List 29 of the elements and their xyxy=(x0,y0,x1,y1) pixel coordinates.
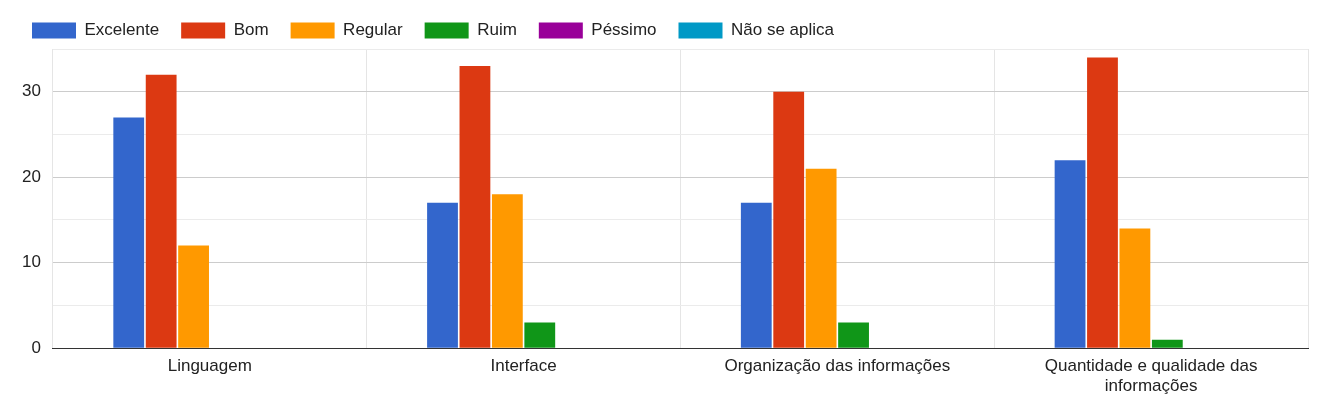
bar xyxy=(805,168,837,348)
legend-label: Não se aplica xyxy=(731,20,835,40)
bar xyxy=(427,202,458,348)
bar xyxy=(145,74,177,348)
bar xyxy=(113,117,145,348)
x-tick-label: Quantidade e qualidade das informações xyxy=(1044,356,1258,396)
y-tick-label: 20 xyxy=(21,166,41,186)
bar xyxy=(838,322,869,348)
legend-label: Ruim xyxy=(477,20,517,40)
bar xyxy=(1054,160,1086,348)
bar xyxy=(773,91,805,348)
x-tick-label: Interface xyxy=(490,356,557,376)
bar xyxy=(524,322,556,348)
x-tick-label: Organização das informações xyxy=(724,356,951,376)
bar xyxy=(459,66,491,348)
y-tick-label: 30 xyxy=(21,81,41,101)
y-tick-label: 10 xyxy=(21,252,41,272)
bar xyxy=(740,202,772,348)
legend-label: Bom xyxy=(233,20,269,40)
legend-label: Péssimo xyxy=(591,20,657,40)
bar xyxy=(491,194,523,348)
bar xyxy=(1087,57,1118,348)
bar xyxy=(1151,339,1183,348)
legend-label: Regular xyxy=(343,20,403,40)
y-tick-label: 0 xyxy=(31,337,41,357)
x-tick-label: Linguagem xyxy=(167,356,252,376)
legend-label: Excelente xyxy=(84,20,160,40)
bar xyxy=(178,245,209,348)
bar xyxy=(1119,228,1151,348)
